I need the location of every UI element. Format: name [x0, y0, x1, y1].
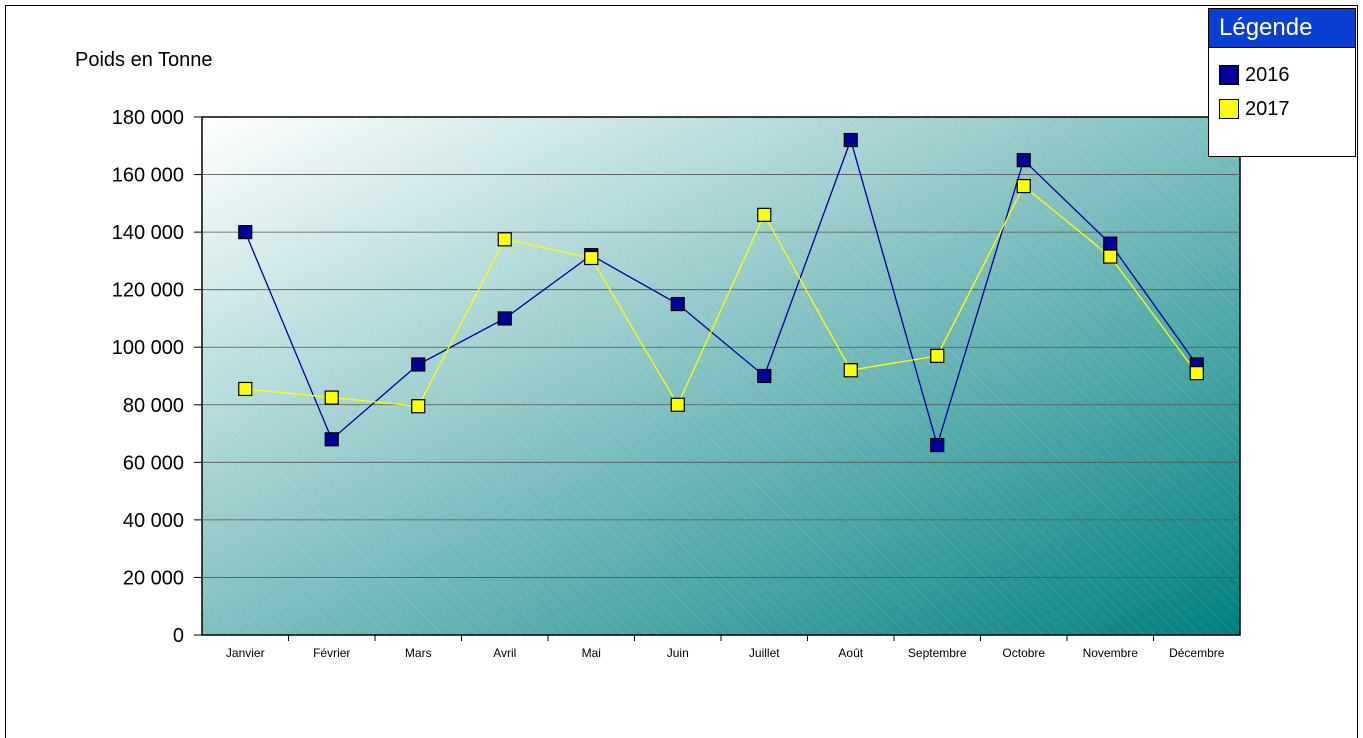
data-point-2016-Novembre: [1103, 236, 1118, 251]
y-tick-label: 140 000: [112, 222, 184, 244]
legend-item-2017: 2017: [1219, 97, 1290, 121]
data-point-2017-Mai: [584, 250, 599, 266]
y-tick-label: 20 000: [123, 567, 184, 589]
series-line-2017: [245, 185, 1198, 407]
legend-item-2016: 2016: [1219, 63, 1290, 87]
x-tick-label: Juin: [667, 646, 689, 660]
y-tick-label: 40 000: [123, 510, 184, 532]
data-point-2016-Janvier: [238, 225, 253, 240]
data-point-2016-Juin: [670, 296, 685, 312]
x-tick-label: Mai: [582, 646, 601, 660]
x-tick-label: Novembre: [1083, 646, 1139, 660]
plot-hatch: [202, 117, 1240, 635]
data-point-2017-Juin: [670, 397, 685, 412]
data-point-2017-Avril: [497, 232, 512, 247]
data-point-2017-Mars: [411, 399, 426, 414]
x-tick-label: Mars: [405, 646, 432, 660]
x-tick-label: Avril: [493, 646, 516, 660]
y-tick-label: 60 000: [123, 452, 184, 474]
y-tick-label: 120 000: [112, 280, 184, 302]
data-point-2017-Février: [324, 390, 339, 405]
gridlines: [202, 174, 1240, 578]
y-tick-label: 100 000: [112, 337, 184, 359]
data-point-2016-Mars: [411, 357, 426, 372]
data-point-2017-Juillet: [757, 207, 772, 222]
y-axis-title: Poids en Tonne: [75, 49, 213, 71]
legend-swatch-2017: [1219, 99, 1239, 119]
y-tick-label: 160 000: [112, 165, 184, 187]
data-point-2017-Janvier: [238, 381, 253, 397]
data-point-2016-Septembre: [930, 437, 945, 453]
x-tick-label: Février: [313, 646, 350, 660]
x-tick-label: Septembre: [908, 646, 967, 660]
legend: Légende 2016 2017: [1208, 8, 1356, 157]
legend-label-2016: 2016: [1245, 63, 1290, 86]
data-point-2017-Novembre: [1103, 249, 1118, 264]
y-tick-label: 180 000: [112, 107, 184, 129]
x-tick-label: Décembre: [1169, 646, 1225, 660]
series-line-2016: [244, 137, 1198, 448]
legend-label-2017: 2017: [1245, 97, 1290, 120]
legend-title: Légende: [1209, 9, 1355, 48]
series-lines: [244, 137, 1198, 448]
series-markers: [238, 132, 1204, 453]
data-point-2017-Septembre: [930, 348, 945, 363]
data-point-2017-Août: [843, 363, 858, 378]
data-point-2017-Décembre: [1189, 366, 1204, 381]
data-point-2016-Juillet: [757, 368, 772, 384]
x-tick-label: Août: [838, 646, 863, 660]
x-tick-label: Juillet: [749, 646, 780, 660]
data-point-2016-Août: [843, 132, 858, 148]
tick-labels: 0 20 000 40 000 60 000 80 000 100 000 120 000 1…: [112, 107, 1225, 660]
y-tick-label: 80 000: [123, 395, 184, 417]
chart-frame: [5, 5, 1358, 738]
data-point-2016-Octobre: [1016, 153, 1031, 168]
y-tick-label: 0: [173, 625, 184, 647]
x-tick-label: Janvier: [226, 646, 265, 660]
data-point-2017-Octobre: [1016, 178, 1031, 194]
axes: [194, 116, 1154, 641]
legend-swatch-2016: [1219, 65, 1239, 85]
data-point-2016-Février: [324, 432, 339, 447]
data-point-2016-Avril: [497, 311, 512, 326]
x-tick-label: Octobre: [1002, 646, 1045, 660]
